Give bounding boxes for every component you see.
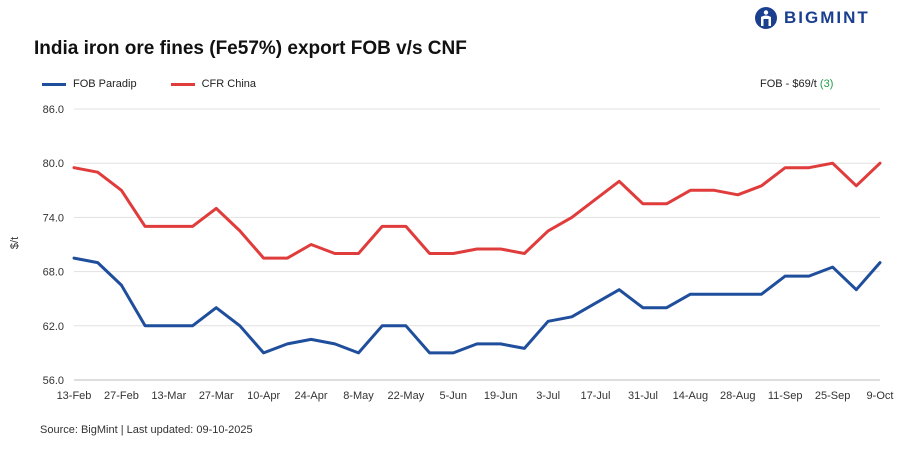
series-line-cfr-china [72,161,882,260]
y-tick-label: 74.0 [43,212,64,224]
legend-swatch-cfr [170,82,195,86]
y-axis-label: $/t [9,237,21,249]
brand-name: BIGMINT [784,8,870,27]
x-tick-label: 27-Feb [104,390,139,402]
chart-gridlines [74,108,880,381]
x-tick-label: 19-Jun [484,390,518,402]
series-line-fob-paradip [72,256,882,355]
x-tick-label: 3-Jul [536,390,560,402]
fob-price-annotation: FOB - $69/t (3) [760,78,833,90]
x-tick-label: 9-Oct [867,390,894,402]
y-tick-label: 56.0 [43,375,64,387]
x-tick-label: 14-Aug [673,390,708,402]
x-tick-label: 5-Jun [440,390,468,402]
x-tick-label: 11-Sep [768,390,803,402]
legend-swatch-fob [42,82,66,86]
x-tick-label: 17-Jul [581,390,611,402]
x-tick-label: 27-Mar [199,390,234,402]
legend-label-fob: FOB Paradip [73,78,137,90]
y-axis-ticks: 56.0 62.0 68.0 74.0 80.0 86.0 [43,104,64,387]
legend-item-cfr: CFR China [170,78,256,90]
x-tick-label: 10-Apr [247,390,280,402]
x-tick-label: 24-Apr [295,390,328,402]
legend-label-cfr: CFR China [201,78,256,90]
chart-series [72,161,882,355]
x-tick-label: 8-May [343,390,374,402]
x-tick-label: 25-Sep [815,390,850,402]
x-tick-label: 22-May [388,390,425,402]
y-tick-label: 68.0 [43,267,64,279]
source-footer: Source: BigMint | Last updated: 09-10-20… [40,424,253,436]
annotation-change: (3) [819,78,834,90]
chart-title: India iron ore fines (Fe57%) export FOB … [34,38,467,59]
chart-legend: FOB Paradip CFR China [42,78,290,90]
y-tick-label: 62.0 [43,321,64,333]
bigmint-logo: BIGMINT [754,6,870,30]
annotation-prefix: FOB - $69/t [760,78,820,90]
x-tick-label: 13-Mar [151,390,186,402]
x-tick-label: 31-Jul [628,390,658,402]
bigmint-logo-icon [755,7,777,29]
y-tick-label: 86.0 [43,104,64,116]
x-tick-label: 28-Aug [720,390,755,402]
legend-item-fob: FOB Paradip [42,78,137,90]
x-axis-ticks: 13-Feb 27-Feb 13-Mar 27-Mar 10-Apr 24-Apr 8-Ma… [57,390,894,402]
x-tick-label: 13-Feb [57,390,92,402]
y-tick-label: 80.0 [43,158,64,170]
